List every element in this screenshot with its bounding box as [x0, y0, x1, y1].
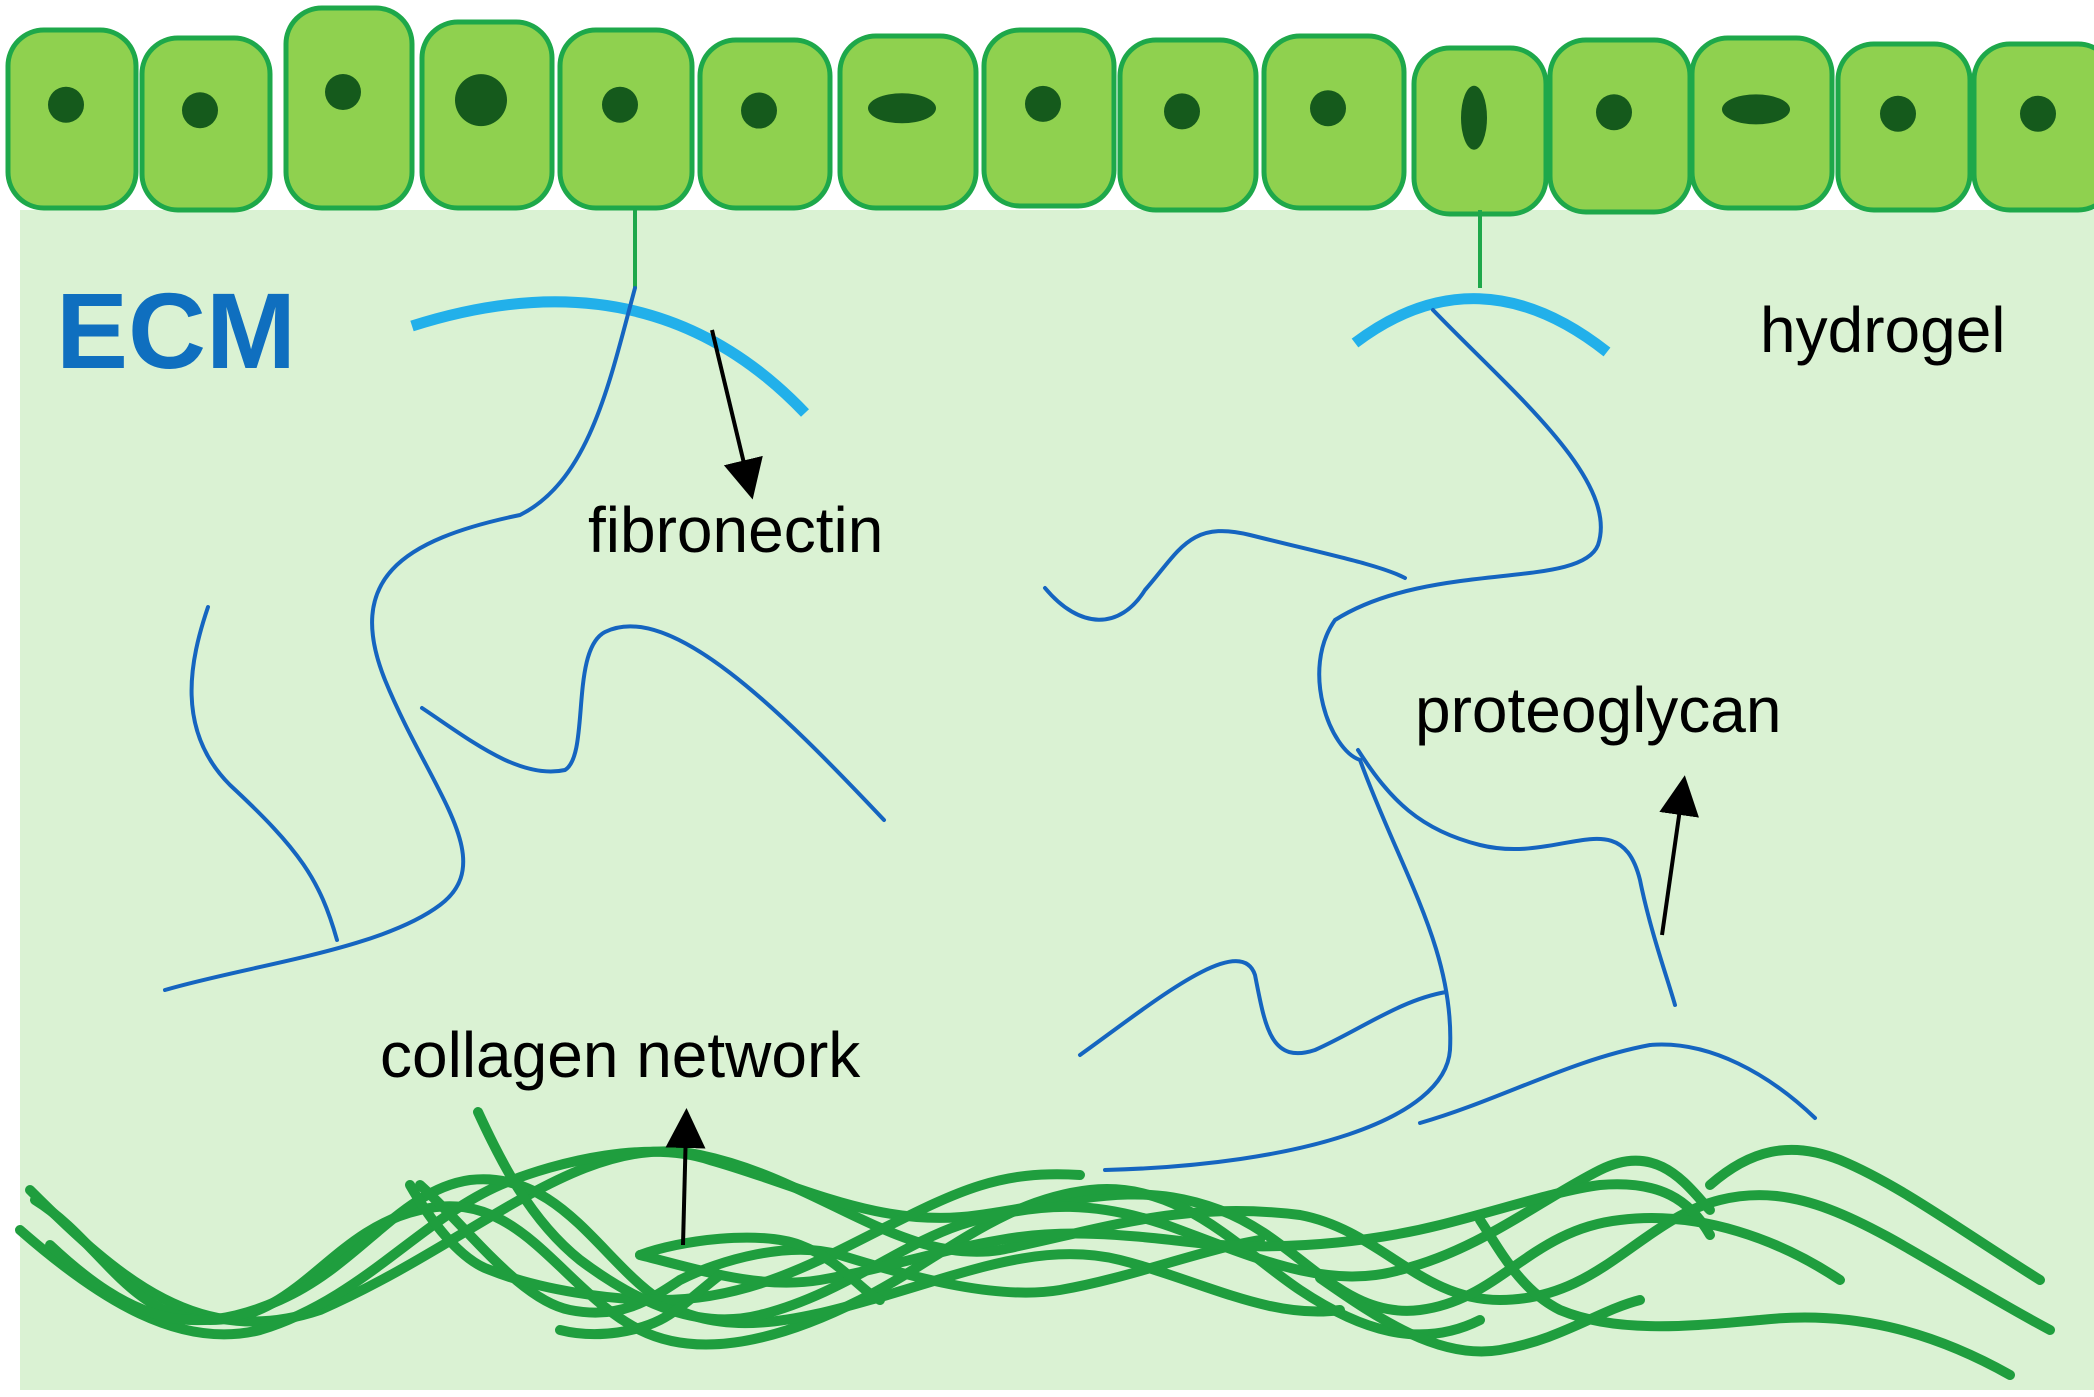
fiber-right-branch-1	[1356, 748, 1677, 1007]
collagen-network-label: collagen network	[380, 1019, 861, 1091]
fiber-right-main	[1103, 308, 1603, 1172]
hydrogel-region	[20, 210, 2094, 1390]
fiber-left-branch-2	[420, 624, 886, 822]
cell-nucleus-7	[868, 93, 936, 124]
cell-nucleus-14	[1880, 95, 1916, 132]
cell-nucleus-13	[1722, 94, 1790, 125]
ecm-label: ECM	[56, 270, 296, 391]
cell-layer	[5, 5, 2094, 217]
cell-nucleus-2	[182, 92, 218, 129]
fibronectin-arc-right	[1351, 293, 1611, 357]
fibronectin-label: fibronectin	[588, 494, 883, 566]
cell-nucleus-12	[1596, 94, 1632, 131]
fiber-right-branch-2	[1078, 959, 1448, 1057]
cell-nucleus-9	[1164, 93, 1200, 130]
fiber-right-loop	[1043, 529, 1407, 622]
fibronectin-arrow	[710, 329, 763, 500]
cell-nucleus-8	[1025, 85, 1061, 122]
fiber-left-branch-1	[189, 605, 339, 942]
cell-nucleus-3	[325, 74, 361, 110]
fiber-right-branch-3	[1418, 1042, 1817, 1125]
cell-nucleus-6	[741, 92, 777, 129]
cell-nucleus-1	[48, 86, 84, 123]
collagen-network-arrow	[665, 1108, 706, 1246]
fiber-left-main	[163, 286, 637, 992]
fiber-network-left	[163, 286, 886, 992]
cell-nucleus-5	[602, 86, 638, 123]
fiber-network-right	[1043, 308, 1817, 1172]
cell-nucleus-10	[1310, 90, 1346, 127]
hydrogel-label: hydrogel	[1760, 294, 2006, 366]
cell-nucleus-4	[455, 74, 507, 127]
proteoglycan-arrow	[1659, 775, 1699, 936]
collagen-network	[15, 1107, 2055, 1380]
proteoglycan-label: proteoglycan	[1415, 674, 1781, 746]
cell-nucleus-15	[2020, 95, 2056, 132]
cell-nucleus-11	[1461, 85, 1487, 150]
